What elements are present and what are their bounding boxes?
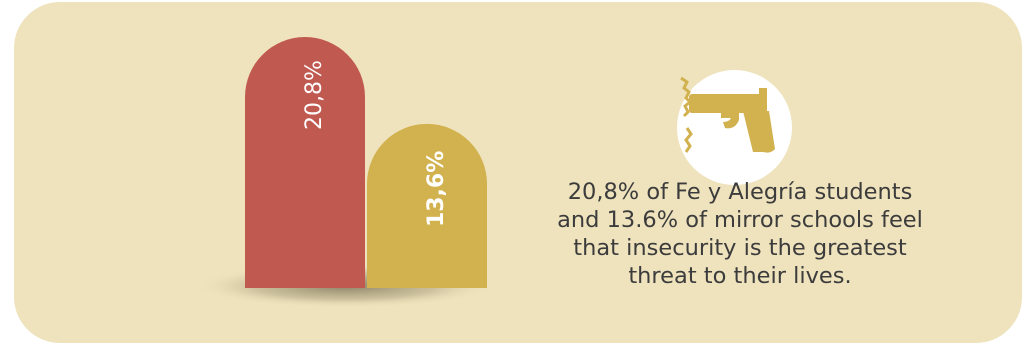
bar-value-label-1: 20,8% xyxy=(302,60,327,130)
bar-shape-1 xyxy=(245,37,365,288)
caption-line-4: threat to their lives. xyxy=(628,263,852,289)
bar-shape-2 xyxy=(367,123,487,288)
caption-text: 20,8% of Fe y Alegría students and 13.6%… xyxy=(520,178,960,290)
bar-value-label-2: 13,6% xyxy=(424,151,449,227)
caption-line-2: and 13.6% of mirror schools feel xyxy=(557,207,923,233)
icon-circle xyxy=(677,70,792,185)
bar-1: 20,8% xyxy=(245,37,365,288)
infographic-card xyxy=(14,2,1022,343)
gun-icon xyxy=(677,70,792,185)
caption-line-3: that insecurity is the greatest xyxy=(573,235,907,261)
gun-shape xyxy=(680,76,775,153)
caption-line-1: 20,8% of Fe y Alegría students xyxy=(567,179,913,205)
bar-2: 13,6% xyxy=(367,123,487,288)
